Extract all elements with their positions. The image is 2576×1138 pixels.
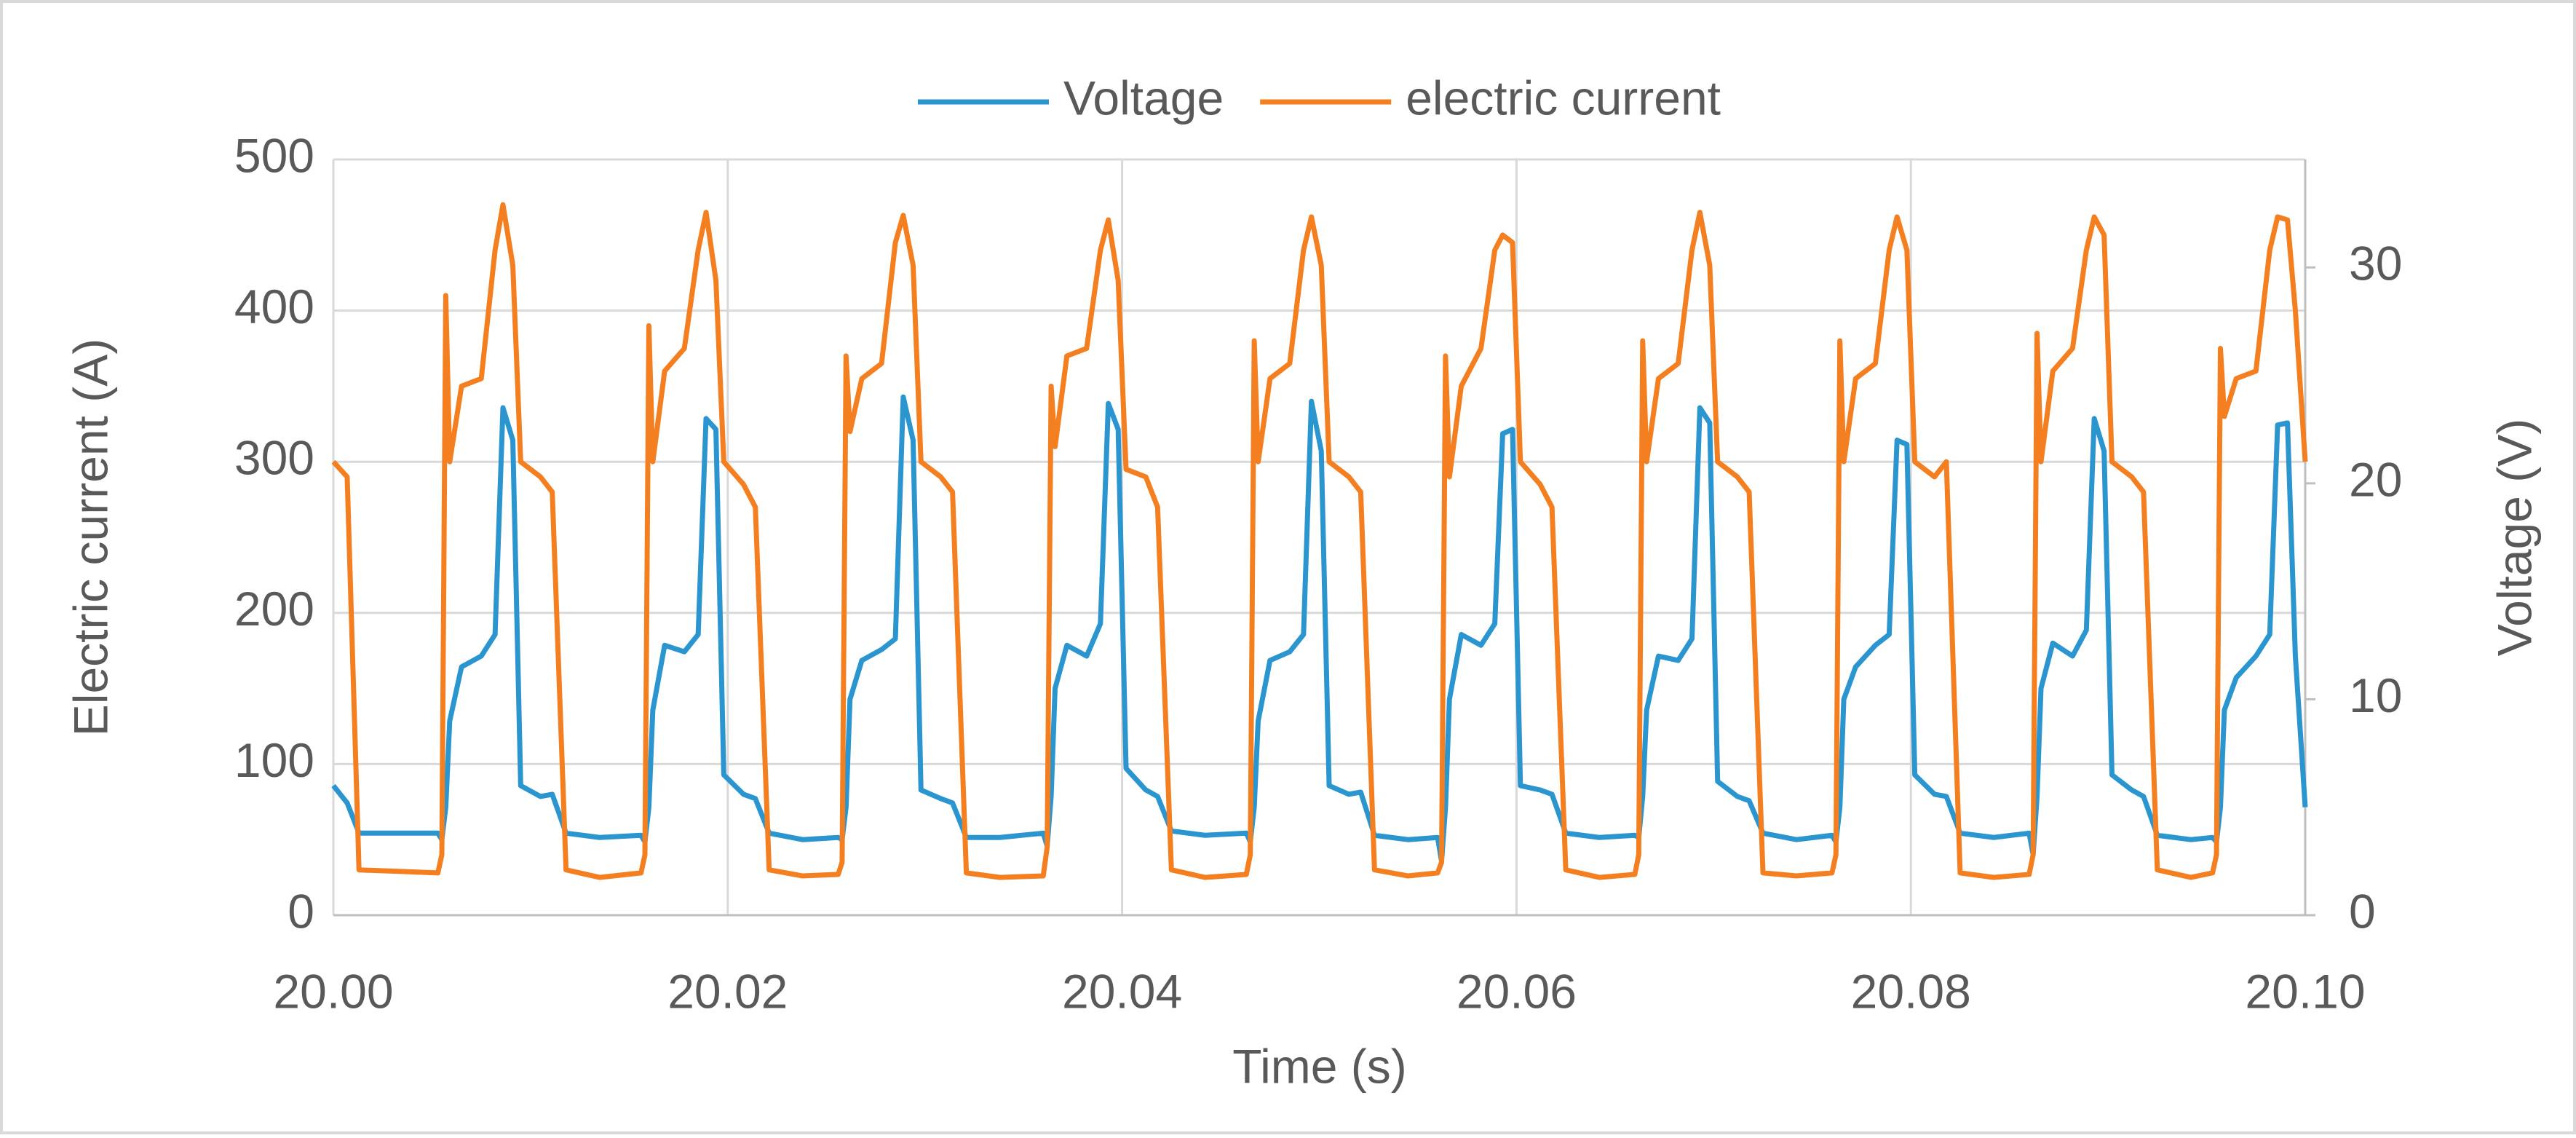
y2-axis-label: Voltage (V) [2487, 419, 2541, 657]
x-axis-label: Time (s) [1232, 1039, 1407, 1093]
y2-tick-label: 0 [2349, 884, 2376, 938]
y-tick-label: 300 [234, 431, 314, 485]
x-tick-label: 20.06 [1457, 964, 1577, 1018]
y-tick-label: 100 [234, 733, 314, 787]
x-tick-label: 20.00 [273, 964, 393, 1018]
y-tick-label: 200 [234, 582, 314, 636]
x-tick-label: 20.04 [1062, 964, 1182, 1018]
x-tick-label: 20.02 [667, 964, 788, 1018]
y2-tick-label: 30 [2349, 237, 2402, 291]
labels: Time (s) Electric current (A) Voltage (V… [63, 128, 2541, 1093]
legend-label: Voltage [1063, 71, 1224, 125]
x-tick-label: 20.08 [1851, 964, 1971, 1018]
legend: Voltage electric current [917, 71, 1721, 125]
y-tick-label: 0 [288, 884, 314, 938]
y2-tick-label: 10 [2349, 668, 2402, 722]
y-tick-label: 400 [234, 280, 314, 333]
y-axis-label: Electric current (A) [63, 339, 117, 736]
y2-tick-label: 20 [2349, 452, 2402, 506]
y-tick-label: 500 [234, 128, 314, 182]
grid [332, 158, 2315, 917]
legend-label: electric current [1406, 71, 1721, 125]
series-line [331, 202, 2308, 880]
x-tick-label: 20.10 [2245, 964, 2365, 1018]
plot-lines [331, 202, 2308, 880]
